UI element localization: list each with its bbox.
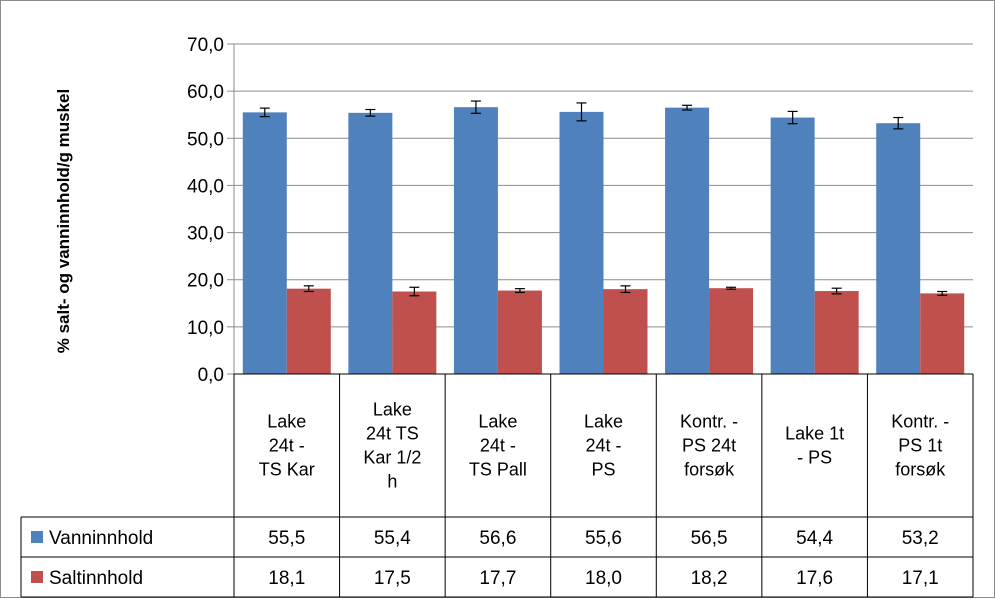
bar-saltinnhold [392, 291, 437, 374]
error-bars [259, 100, 948, 297]
data-label: 17,7 [479, 568, 516, 589]
legend-key-vanninnhold [31, 531, 43, 543]
data-label: 56,6 [479, 528, 516, 549]
category-label: Kontr. - PS 1t forsøk [891, 412, 949, 480]
bar-saltinnhold [603, 289, 648, 374]
category-label-line: Kontr. - [891, 412, 949, 432]
category-label-line: Kar 1/2 [363, 448, 421, 468]
category-label-line: h [387, 472, 397, 492]
y-axis-label: % salt- og vanninnhold/g muskel [54, 89, 73, 353]
y-tick-label: 30,0 [187, 224, 224, 245]
bar-vanninnhold [242, 112, 287, 374]
legend-label: Vanninnhold [49, 528, 153, 549]
category-label: Lake 24t - TS Kar [259, 412, 315, 480]
bar-vanninnhold [453, 107, 498, 375]
y-tick-label: 10,0 [187, 318, 224, 339]
category-label-line: Lake [373, 400, 412, 420]
y-tick-label: 60,0 [187, 82, 224, 103]
category-label: Kontr. - PS 24t forsøk [680, 412, 738, 480]
category-label-line: Lake 1t [785, 424, 844, 444]
data-label: 54,4 [796, 528, 833, 549]
bar-vanninnhold [770, 117, 815, 375]
category-label-line: TS Kar [259, 460, 315, 480]
category-label-line: forsøk [895, 460, 946, 480]
bar-vanninnhold [665, 107, 710, 375]
category-label-line: forsøk [684, 460, 735, 480]
category-label-line: Kontr. - [680, 412, 738, 432]
data-label: 55,4 [374, 528, 411, 549]
bars [242, 107, 965, 375]
category-label-line: PS [591, 460, 615, 480]
category-label-line: Lake [267, 412, 306, 432]
data-label: 18,2 [691, 568, 728, 589]
bar-vanninnhold [348, 112, 393, 374]
data-label: 17,1 [902, 568, 939, 589]
category-label: Lake 24t - PS [584, 412, 623, 480]
data-label: 17,6 [796, 568, 833, 589]
data-label: 55,5 [268, 528, 305, 549]
y-tick-label: 40,0 [187, 176, 224, 197]
category-label-line: 24t TS [366, 424, 419, 444]
category-label-line: Lake [584, 412, 623, 432]
category-label: Lake 24t - TS Pall [469, 412, 527, 480]
category-label-line: Lake [478, 412, 517, 432]
y-tick-label: 0,0 [198, 365, 224, 386]
data-label: 55,6 [585, 528, 622, 549]
category-label-line: 24t - [585, 436, 621, 456]
category-label-line: TS Pall [469, 460, 527, 480]
bar-saltinnhold [497, 290, 542, 374]
data-label: 18,1 [268, 568, 305, 589]
bar-saltinnhold [709, 288, 754, 374]
data-label: 18,0 [585, 568, 622, 589]
y-axis-ticks: 0,0 10,0 20,0 30,0 40,0 50,0 60,0 70,0 [187, 35, 235, 386]
y-tick-label: 50,0 [187, 129, 224, 150]
legend-key-saltinnhold [31, 571, 43, 583]
bar-vanninnhold [559, 111, 604, 374]
category-label-line: 24t - [269, 436, 305, 456]
bar-vanninnhold [876, 123, 921, 374]
legend-label: Saltinnhold [49, 568, 143, 589]
category-label: Lake 24t TS Kar 1/2 h [363, 400, 421, 492]
y-tick-label: 70,0 [187, 35, 224, 56]
data-label: 53,2 [902, 528, 939, 549]
bar-saltinnhold [286, 288, 331, 374]
data-table: Lake 24t - TS Kar Lake 24t TS Kar 1/2 h Lake 24t… [20, 373, 974, 598]
data-label: 17,5 [374, 568, 411, 589]
category-label-line: PS 1t [898, 436, 942, 456]
category-label-line: - PS [797, 448, 832, 468]
category-label-line: PS 24t [682, 436, 736, 456]
y-tick-label: 20,0 [187, 271, 224, 292]
category-label: Lake 1t - PS [785, 424, 844, 468]
data-label: 56,5 [691, 528, 728, 549]
bar-saltinnhold [814, 291, 859, 374]
category-label-line: 24t - [480, 436, 516, 456]
bar-saltinnhold [920, 293, 965, 374]
